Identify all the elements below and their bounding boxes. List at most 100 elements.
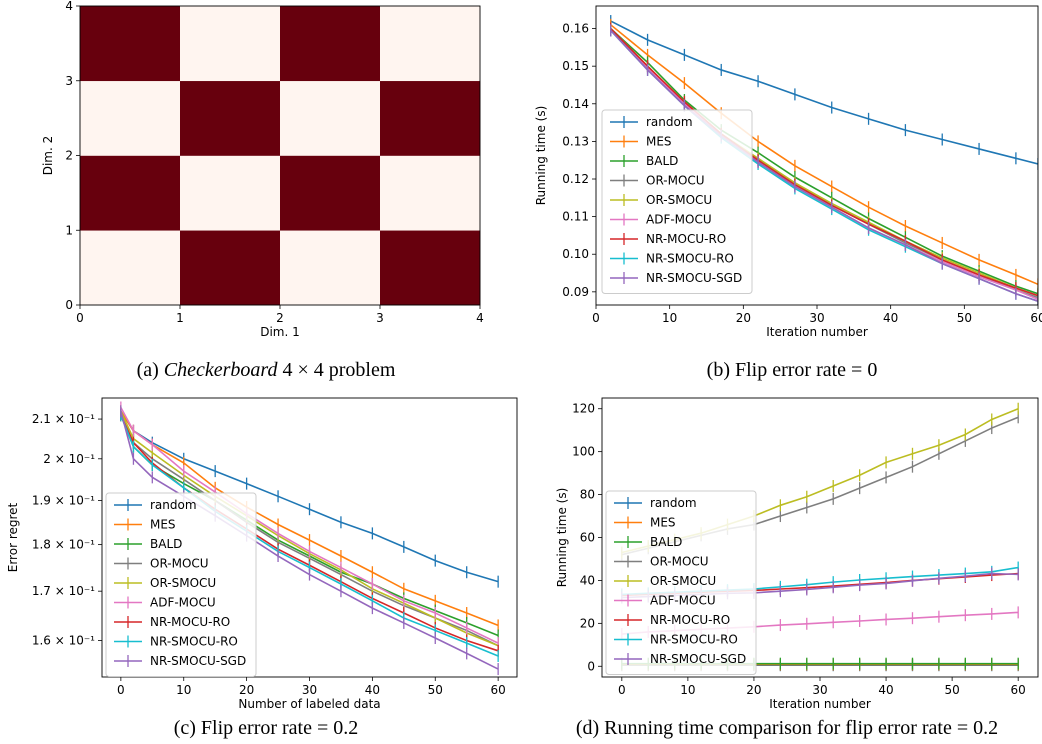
series-line-nr-mocu-ro: [120, 414, 499, 652]
heatmap-cell: [80, 80, 181, 156]
y-tick-label: 0.12: [562, 172, 589, 186]
legend-label-nr-mocu-ro: NR-MOCU-RO: [150, 615, 230, 629]
legend-label-adf-mocu: ADF-MOCU: [150, 596, 216, 610]
series-group: [610, 15, 1038, 305]
y-tick-label: 1.8 × 10⁻¹: [32, 538, 95, 552]
series-line-random: [120, 410, 499, 583]
heatmap-cell: [80, 155, 181, 231]
x-tick-label: 50: [428, 683, 443, 697]
legend-label-mes: MES: [150, 518, 176, 532]
y-tick-label: 0.11: [562, 210, 589, 224]
legend-label-nr-smocu-sgd: NR-SMOCU-SGD: [646, 271, 742, 285]
x-tick-label: 50: [944, 683, 959, 697]
series-line-nr-smocu-ro: [120, 414, 499, 657]
y-axis-label: Error regret: [6, 502, 20, 572]
x-tick-label: 4: [476, 311, 484, 325]
x-tick-label: 30: [302, 683, 317, 697]
legend-box: [105, 492, 257, 677]
legend-label-nr-smocu-ro: NR-SMOCU-RO: [150, 635, 238, 649]
legend-label-or-smocu: OR-SMOCU: [646, 193, 712, 207]
legend-label-bald: BALD: [646, 154, 678, 168]
caption-c: (c) Flip error rate = 0.2: [174, 717, 359, 739]
y-tick-label: 0: [65, 298, 73, 312]
legend-label-or-mocu: OR-MOCU: [650, 555, 709, 569]
series-line-or-smocu: [120, 411, 499, 647]
x-axis-label: Iteration number: [769, 697, 871, 711]
legend: random MES BALD OR-MOCU OR-SMOCU ADF-MOCU NR-M…: [105, 492, 257, 677]
legend-label-nr-smocu-ro: NR-SMOCU-RO: [650, 633, 738, 647]
y-tick-label: 80: [580, 488, 595, 502]
legend-label-random: random: [650, 496, 697, 510]
heatmap-cell: [80, 6, 181, 82]
y-tick-label: 20: [580, 616, 595, 630]
heatmap-cell: [180, 155, 281, 231]
legend-label-adf-mocu: ADF-MOCU: [646, 213, 712, 227]
legend-box: [601, 109, 753, 294]
x-tick-label: 60: [1011, 683, 1026, 697]
legend-label-nr-smocu-ro: NR-SMOCU-RO: [646, 252, 734, 266]
y-axis-label: Running time (s): [555, 488, 569, 588]
heatmap-cell: [280, 6, 381, 82]
x-tick-label: 0: [618, 683, 626, 697]
y-tick-label: 1.7 × 10⁻¹: [32, 584, 95, 598]
x-tick-label: 30: [812, 683, 827, 697]
heatmap-cell: [180, 80, 281, 156]
legend: random MES BALD OR-MOCU OR-SMOCU ADF-MOCU NR-M…: [601, 109, 753, 294]
caption-d: (d) Running time comparison for flip err…: [576, 717, 998, 739]
series-line-adf-mocu: [120, 407, 499, 644]
x-tick-label: 60: [1030, 311, 1042, 325]
y-tick-label: 2.1 × 10⁻¹: [32, 412, 95, 426]
y-axis-label: Running time (s): [534, 106, 548, 206]
heatmap-cell: [280, 80, 381, 156]
legend-label-adf-mocu: ADF-MOCU: [650, 594, 716, 608]
x-tick-label: 0: [76, 311, 84, 325]
x-axis-label: Dim. 1: [260, 325, 300, 339]
heatmap-cell: [280, 230, 381, 306]
x-tick-label: 40: [365, 683, 380, 697]
x-tick-label: 20: [239, 683, 254, 697]
x-tick-label: 1: [176, 311, 184, 325]
panel-b-line-chart: 0 10 20 30 40 50 60 0.09 0.10 0.11 0.12 0.13 0.14 0.1…: [534, 5, 1042, 339]
x-tick-label: 40: [883, 311, 898, 325]
heatmap-cell: [280, 155, 381, 231]
heatmap-cell: [180, 230, 281, 306]
legend-box: [605, 490, 757, 675]
x-tick-label: 30: [809, 311, 824, 325]
x-tick-label: 2: [276, 311, 284, 325]
x-tick-label: 20: [746, 683, 761, 697]
plot-frame: [601, 397, 1039, 678]
legend-label-or-smocu: OR-SMOCU: [150, 576, 216, 590]
plot-frame: [595, 5, 1039, 306]
x-tick-label: 0: [117, 683, 125, 697]
plot-frame: [101, 397, 518, 678]
x-tick-label: 0: [592, 311, 600, 325]
legend-label-random: random: [150, 498, 197, 512]
y-axis-label: Dim. 2: [41, 136, 55, 176]
x-tick-label: 10: [176, 683, 191, 697]
legend-label-nr-smocu-sgd: NR-SMOCU-SGD: [650, 652, 746, 666]
panel-c-line-chart: 0 10 20 30 40 50 60 1.6 × 10⁻¹ 1.7 × 10⁻¹ 1.8 × 1…: [6, 397, 518, 711]
y-tick-label: 1: [65, 223, 73, 237]
x-axis-label: Iteration number: [766, 325, 868, 339]
y-tick-label: 0: [587, 659, 595, 673]
y-tick-label: 60: [580, 531, 595, 545]
panel-d-line-chart: 0 10 20 30 40 50 60 0 20 40 60 80 100 120 Iteration nu…: [555, 397, 1039, 711]
y-tick-label: 100: [572, 445, 595, 459]
x-tick-label: 10: [662, 311, 677, 325]
y-tick-label: 0.09: [562, 285, 589, 299]
heatmap-cell: [380, 155, 481, 231]
legend-label-bald: BALD: [150, 537, 182, 551]
x-tick-label: 40: [878, 683, 893, 697]
y-tick-label: 0.10: [562, 247, 589, 261]
x-tick-label: 20: [736, 311, 751, 325]
x-tick-label: 3: [376, 311, 384, 325]
y-tick-label: 0.15: [562, 59, 589, 73]
heatmap-cell: [380, 80, 481, 156]
y-tick-label: 1.9 × 10⁻¹: [32, 494, 95, 508]
legend-label-mes: MES: [650, 516, 676, 530]
y-tick-label: 2 × 10⁻¹: [43, 452, 95, 466]
legend-label-nr-mocu-ro: NR-MOCU-RO: [650, 613, 730, 627]
y-tick-label: 4: [65, 0, 73, 13]
heatmap-cell: [380, 6, 481, 82]
